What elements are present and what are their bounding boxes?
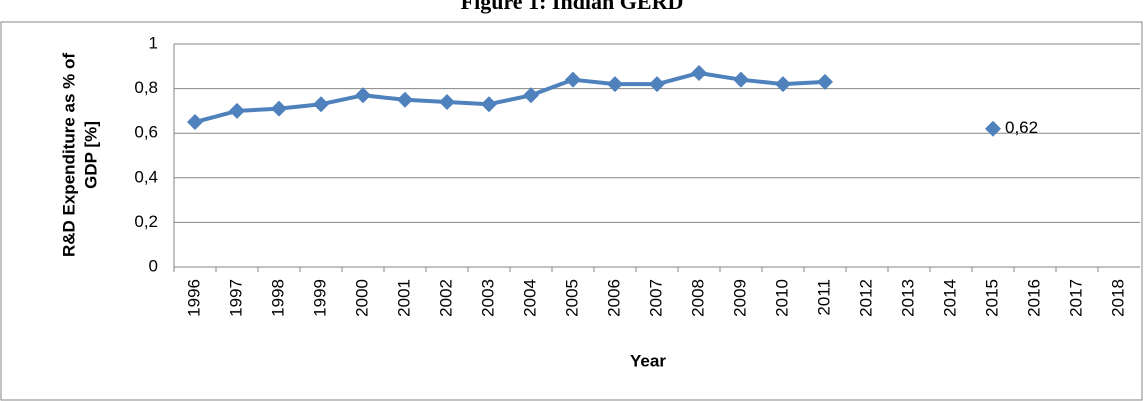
x-tick-label: 2000 <box>352 279 371 317</box>
x-tick-label: 2007 <box>646 279 665 317</box>
point-marker <box>313 96 329 113</box>
x-tick-label: 2005 <box>562 279 581 317</box>
x-tick-label: 2017 <box>1066 279 1085 317</box>
chart-title: Figure 1: Indian GERD <box>461 0 684 14</box>
x-tick-label: 1996 <box>184 279 203 317</box>
series-line <box>195 73 993 129</box>
y-tick-label: 0,4 <box>134 167 158 186</box>
x-tick-label: 2009 <box>730 279 749 317</box>
x-tick-label: 1997 <box>226 279 245 317</box>
point-marker <box>481 96 497 113</box>
x-tick-label: 2010 <box>772 279 791 317</box>
x-tick-label: 2013 <box>898 279 917 317</box>
point-marker <box>397 91 413 108</box>
x-tick-label: 2011 <box>814 279 833 316</box>
x-tick-label: 2018 <box>1108 279 1127 317</box>
y-tick-label: 0,8 <box>134 78 158 97</box>
y-axis-label: R&D Expenditure as % of GDP [%] <box>59 53 100 257</box>
x-tick-label: 2008 <box>688 279 707 317</box>
y-tick-label: 0 <box>149 256 158 275</box>
y-axis-label-line: GDP [%] <box>81 121 100 189</box>
point-marker <box>271 100 287 117</box>
x-tick-label: 1998 <box>268 279 287 317</box>
point-marker <box>649 76 665 93</box>
y-axis-label-line: R&D Expenditure as % of <box>59 53 78 257</box>
x-axis-label: Year <box>630 351 666 370</box>
point-marker <box>775 76 791 93</box>
point-marker <box>439 93 455 110</box>
x-tick-label: 1999 <box>310 279 329 317</box>
y-tick-label: 0,6 <box>134 123 158 142</box>
x-tick-label: 2016 <box>1024 279 1043 317</box>
point-marker <box>733 71 749 88</box>
point-marker <box>691 64 707 81</box>
point-marker <box>607 76 623 93</box>
point-marker <box>817 73 833 90</box>
x-tick-label: 2006 <box>604 279 623 317</box>
point-marker <box>355 87 371 104</box>
y-tick-label: 1 <box>149 33 158 52</box>
point-marker <box>187 114 203 131</box>
x-tick-label: 2015 <box>982 279 1001 317</box>
point-marker <box>229 102 245 119</box>
x-tick-label: 2003 <box>478 279 497 317</box>
data-label: 0,62 <box>1005 118 1038 137</box>
x-tick-label: 2004 <box>520 279 539 317</box>
point-marker <box>565 71 581 88</box>
x-tick-label: 2012 <box>856 279 875 317</box>
point-marker <box>985 120 1001 137</box>
x-tick-label: 2002 <box>436 279 455 317</box>
y-tick-label: 0,2 <box>134 212 158 231</box>
x-tick-label: 2014 <box>940 279 959 317</box>
point-marker <box>523 87 539 104</box>
chart-border <box>0 21 1143 401</box>
x-tick-label: 2001 <box>394 279 413 317</box>
